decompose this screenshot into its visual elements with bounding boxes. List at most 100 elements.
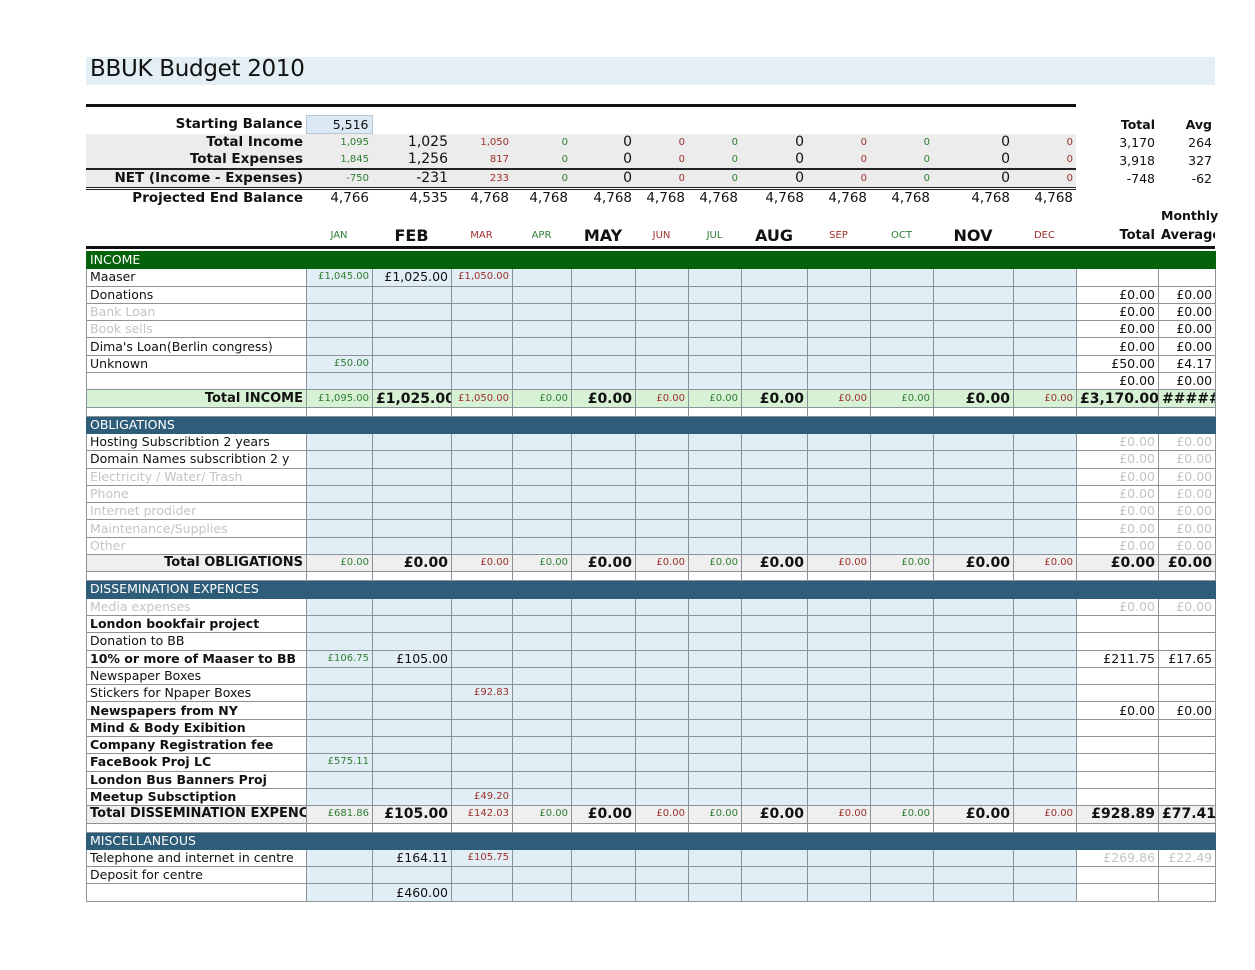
month-cell[interactable] bbox=[870, 432, 934, 452]
row-label[interactable]: Bank Loan bbox=[86, 302, 307, 322]
month-cell[interactable] bbox=[512, 848, 572, 868]
month-cell[interactable] bbox=[512, 649, 572, 668]
row-label[interactable]: Domain Names subscribtion 2 y bbox=[86, 450, 307, 469]
month-cell[interactable] bbox=[372, 684, 452, 703]
month-cell[interactable] bbox=[1013, 450, 1077, 469]
month-cell[interactable] bbox=[933, 536, 1014, 556]
month-cell[interactable] bbox=[372, 484, 452, 504]
month-cell[interactable]: £106.75 bbox=[306, 649, 373, 668]
month-cell[interactable] bbox=[741, 536, 808, 556]
month-cell[interactable] bbox=[512, 450, 572, 469]
month-cell[interactable] bbox=[870, 519, 934, 538]
summary-value[interactable]: 4,768 bbox=[870, 187, 933, 207]
month-cell[interactable] bbox=[807, 302, 871, 322]
month-cell[interactable] bbox=[741, 302, 808, 322]
month-cell[interactable] bbox=[306, 484, 373, 504]
summary-value[interactable]: 0 bbox=[571, 151, 635, 169]
month-cell[interactable] bbox=[571, 787, 636, 807]
month-cell[interactable] bbox=[512, 736, 572, 755]
summary-value[interactable]: 0 bbox=[933, 168, 1013, 189]
month-cell[interactable] bbox=[512, 536, 572, 556]
month-cell[interactable] bbox=[807, 432, 871, 452]
month-cell[interactable] bbox=[741, 770, 808, 789]
month-cell[interactable] bbox=[372, 753, 452, 772]
month-cell[interactable] bbox=[451, 597, 513, 616]
month-cell[interactable] bbox=[1013, 649, 1077, 668]
summary-value[interactable]: 0 bbox=[870, 133, 933, 151]
month-cell[interactable] bbox=[372, 519, 452, 538]
month-cell[interactable] bbox=[571, 701, 636, 720]
summary-value[interactable]: 4,768 bbox=[512, 187, 571, 207]
month-cell[interactable] bbox=[1013, 848, 1077, 868]
month-cell[interactable]: £575.11 bbox=[306, 753, 373, 772]
month-cell[interactable] bbox=[372, 432, 452, 452]
month-cell[interactable] bbox=[635, 649, 689, 668]
month-cell[interactable] bbox=[306, 597, 373, 616]
month-cell[interactable] bbox=[571, 753, 636, 772]
month-cell[interactable] bbox=[635, 770, 689, 789]
month-cell[interactable] bbox=[571, 450, 636, 469]
month-cell[interactable] bbox=[933, 787, 1014, 807]
month-cell[interactable] bbox=[688, 337, 742, 356]
month-cell[interactable] bbox=[512, 614, 572, 634]
month-cell[interactable] bbox=[372, 320, 452, 339]
summary-value[interactable]: 0 bbox=[933, 151, 1013, 169]
month-cell[interactable] bbox=[688, 866, 742, 885]
month-cell[interactable] bbox=[571, 684, 636, 703]
month-cell[interactable] bbox=[451, 718, 513, 738]
month-cell[interactable] bbox=[741, 597, 808, 616]
month-cell[interactable] bbox=[306, 536, 373, 556]
month-cell[interactable] bbox=[635, 432, 689, 452]
month-cell[interactable] bbox=[571, 848, 636, 868]
month-cell[interactable] bbox=[451, 432, 513, 452]
month-cell[interactable] bbox=[688, 302, 742, 322]
summary-value[interactable]: 0 bbox=[688, 151, 741, 169]
month-cell[interactable] bbox=[635, 701, 689, 720]
month-cell[interactable] bbox=[688, 536, 742, 556]
month-cell[interactable] bbox=[372, 866, 452, 885]
month-cell[interactable] bbox=[807, 536, 871, 556]
month-cell[interactable] bbox=[870, 736, 934, 755]
row-label[interactable]: Internet prodider bbox=[86, 502, 307, 521]
month-cell[interactable] bbox=[306, 502, 373, 521]
row-label[interactable]: Hosting Subscribtion 2 years bbox=[86, 432, 307, 452]
month-cell[interactable] bbox=[807, 718, 871, 738]
month-header-may[interactable]: MAY bbox=[571, 224, 635, 249]
row-label[interactable] bbox=[86, 883, 307, 902]
row-label[interactable]: Telephone and internet in centre bbox=[86, 848, 307, 868]
month-cell[interactable] bbox=[933, 302, 1014, 322]
month-cell[interactable] bbox=[807, 787, 871, 807]
month-cell[interactable] bbox=[1013, 866, 1077, 885]
month-cell[interactable] bbox=[451, 736, 513, 755]
month-cell[interactable]: £1,025.00 bbox=[372, 268, 452, 287]
month-cell[interactable] bbox=[451, 883, 513, 902]
month-header-jul[interactable]: JUL bbox=[688, 224, 741, 249]
month-cell[interactable] bbox=[807, 320, 871, 339]
month-cell[interactable] bbox=[451, 866, 513, 885]
month-cell[interactable] bbox=[1013, 684, 1077, 703]
month-cell[interactable] bbox=[512, 597, 572, 616]
month-cell[interactable] bbox=[512, 519, 572, 538]
month-cell[interactable] bbox=[741, 649, 808, 668]
month-cell[interactable] bbox=[372, 450, 452, 469]
month-cell[interactable] bbox=[571, 285, 636, 304]
month-cell[interactable] bbox=[451, 484, 513, 504]
month-cell[interactable] bbox=[306, 684, 373, 703]
summary-value[interactable]: 0 bbox=[1013, 133, 1076, 151]
summary-value[interactable]: 4,768 bbox=[807, 187, 870, 207]
month-cell[interactable] bbox=[372, 354, 452, 374]
month-cell[interactable] bbox=[571, 649, 636, 668]
month-cell[interactable]: £164.11 bbox=[372, 848, 452, 868]
month-cell[interactable] bbox=[807, 450, 871, 469]
month-cell[interactable] bbox=[870, 883, 934, 902]
month-cell[interactable] bbox=[807, 684, 871, 703]
month-cell[interactable] bbox=[1013, 320, 1077, 339]
month-cell[interactable] bbox=[870, 484, 934, 504]
month-cell[interactable] bbox=[870, 866, 934, 885]
row-label[interactable]: Dima's Loan(Berlin congress) bbox=[86, 337, 307, 356]
month-cell[interactable] bbox=[635, 450, 689, 469]
month-cell[interactable] bbox=[451, 467, 513, 486]
month-cell[interactable] bbox=[372, 701, 452, 720]
month-cell[interactable] bbox=[807, 866, 871, 885]
month-cell[interactable] bbox=[306, 302, 373, 322]
